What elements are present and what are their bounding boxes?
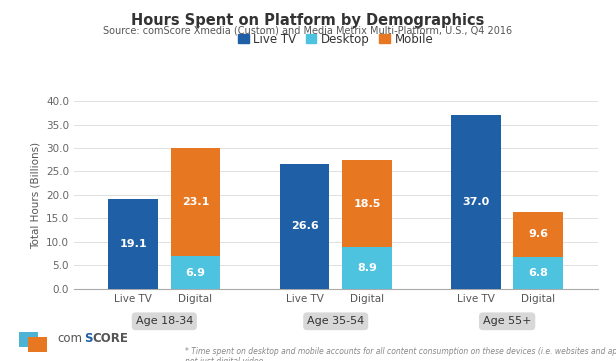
Bar [342,160,392,247]
Text: 6.9: 6.9 [185,268,206,278]
Text: S: S [84,332,93,345]
Text: 8.9: 8.9 [357,263,377,273]
Text: Hours Spent on Platform by Demographics: Hours Spent on Platform by Demographics [131,13,485,28]
Text: 37.0: 37.0 [463,197,490,207]
FancyBboxPatch shape [28,337,47,352]
Bar [108,199,158,289]
Text: 26.6: 26.6 [291,221,318,231]
Y-axis label: Total Hours (Billions): Total Hours (Billions) [30,142,41,248]
Text: com: com [57,332,83,345]
Text: 6.8: 6.8 [529,268,548,278]
Bar [342,247,392,289]
Bar [513,257,563,289]
Text: 23.1: 23.1 [182,197,209,207]
Text: * Time spent on desktop and mobile accounts for all content consumption on these: * Time spent on desktop and mobile accou… [185,347,616,361]
Text: 19.1: 19.1 [120,239,147,249]
FancyBboxPatch shape [19,332,38,347]
Text: 18.5: 18.5 [353,199,381,209]
Text: Age 18-34: Age 18-34 [136,316,193,326]
Bar [171,256,221,289]
Legend: Live TV, Desktop, Mobile: Live TV, Desktop, Mobile [233,28,438,51]
Bar [513,212,563,257]
Text: 9.6: 9.6 [529,229,548,239]
Text: CORE: CORE [92,332,128,345]
Text: Age 35-54: Age 35-54 [307,316,364,326]
Bar [171,148,221,256]
Text: Source: comScore Xmedia (Custom) and Media Metrix Multi-Platform, U.S., Q4 2016: Source: comScore Xmedia (Custom) and Med… [103,25,513,35]
Text: Age 55+: Age 55+ [483,316,532,326]
Bar [451,115,501,289]
Bar [280,164,330,289]
